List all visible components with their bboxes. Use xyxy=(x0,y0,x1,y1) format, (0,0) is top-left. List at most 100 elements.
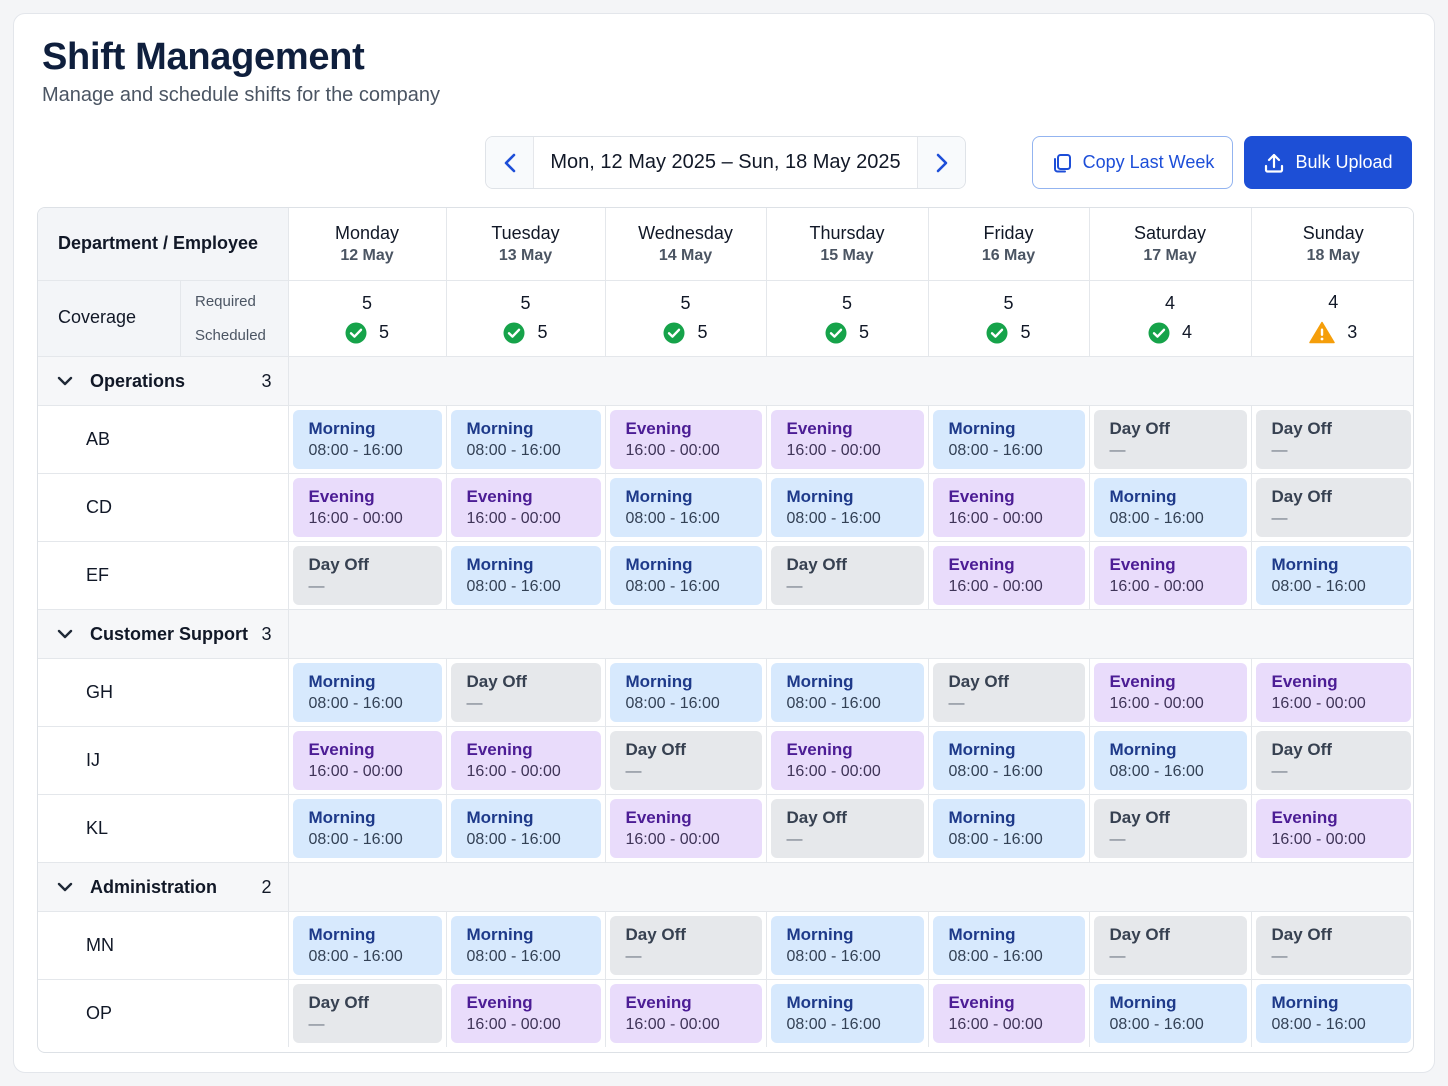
employee-name: MN xyxy=(38,910,289,980)
shift-label: Evening xyxy=(948,992,1015,1012)
shift-cell: Morning 08:00 - 16:00 xyxy=(604,540,767,610)
shift-time: 16:00 - 00:00 xyxy=(1109,577,1204,595)
shift-block-evening[interactable]: Evening 16:00 - 00:00 xyxy=(1093,545,1247,605)
department-count: 3 xyxy=(261,623,272,644)
shift-block-morning[interactable]: Morning 08:00 - 16:00 xyxy=(450,409,601,469)
employee-row: KL Morning 08:00 - 16:00 Morning 08:00 - 16:… xyxy=(38,793,1413,863)
chevron-down-icon[interactable] xyxy=(56,878,74,896)
department-row[interactable]: Customer Support 3 xyxy=(38,608,1413,659)
shift-cell: Morning 08:00 - 16:00 xyxy=(287,404,447,474)
shift-block-morning[interactable]: Morning 08:00 - 16:00 xyxy=(292,798,442,858)
shift-block-evening[interactable]: Evening 16:00 - 00:00 xyxy=(609,983,762,1043)
shift-cell: Evening 16:00 - 00:00 xyxy=(604,793,767,863)
previous-week-button[interactable] xyxy=(486,137,534,188)
department-cell[interactable]: Customer Support 3 xyxy=(38,608,289,659)
shift-block-morning[interactable]: Morning 08:00 - 16:00 xyxy=(609,477,762,537)
shift-block-morning[interactable]: Morning 08:00 - 16:00 xyxy=(292,915,442,975)
shift-block-evening[interactable]: Evening 16:00 - 00:00 xyxy=(450,730,601,790)
shift-time: 16:00 - 00:00 xyxy=(308,509,403,527)
shift-block-dayoff[interactable]: Day Off — xyxy=(292,545,442,605)
shift-block-morning[interactable]: Morning 08:00 - 16:00 xyxy=(1255,545,1411,605)
employee-row: GH Morning 08:00 - 16:00 Day Off — Morning 08:… xyxy=(38,657,1413,727)
shift-block-evening[interactable]: Evening 16:00 - 00:00 xyxy=(450,983,601,1043)
shift-management-card: Shift Management Manage and schedule shi… xyxy=(13,13,1435,1073)
shift-cell: Day Off — xyxy=(1250,910,1413,980)
shift-block-dayoff[interactable]: Day Off — xyxy=(1255,730,1411,790)
shift-block-morning[interactable]: Morning 08:00 - 16:00 xyxy=(1093,730,1247,790)
department-cell[interactable]: Operations 3 xyxy=(38,355,289,406)
shift-time: — xyxy=(308,1015,325,1033)
shift-block-morning[interactable]: Morning 08:00 - 16:00 xyxy=(1255,983,1411,1043)
shift-time: 16:00 - 00:00 xyxy=(466,762,561,780)
shift-time: 08:00 - 16:00 xyxy=(948,947,1043,965)
shift-block-morning[interactable]: Morning 08:00 - 16:00 xyxy=(609,545,762,605)
shift-block-dayoff[interactable]: Day Off — xyxy=(770,545,924,605)
scheduled-count: 5 xyxy=(697,322,708,342)
shift-time: 08:00 - 16:00 xyxy=(308,830,403,848)
next-week-button[interactable] xyxy=(917,137,965,188)
shift-block-morning[interactable]: Morning 08:00 - 16:00 xyxy=(770,983,924,1043)
shift-block-dayoff[interactable]: Day Off — xyxy=(609,730,762,790)
chevron-down-icon[interactable] xyxy=(56,372,74,390)
shift-label: Morning xyxy=(948,418,1016,438)
shift-block-evening[interactable]: Evening 16:00 - 00:00 xyxy=(932,545,1085,605)
department-employee-header: Department / Employee xyxy=(38,208,289,281)
shift-block-dayoff[interactable]: Day Off — xyxy=(1093,915,1247,975)
shift-block-dayoff[interactable]: Day Off — xyxy=(1255,477,1411,537)
shift-block-evening[interactable]: Evening 16:00 - 00:00 xyxy=(450,477,601,537)
day-date: 17 May xyxy=(1143,246,1197,264)
header-row: Department / Employee Monday 12 May Tuesday… xyxy=(38,208,1413,281)
shift-time: — xyxy=(1271,509,1288,527)
shift-block-evening[interactable]: Evening 16:00 - 00:00 xyxy=(1255,662,1411,722)
shift-block-dayoff[interactable]: Day Off — xyxy=(1255,409,1411,469)
department-row[interactable]: Administration 2 xyxy=(38,861,1413,912)
shift-label: Evening xyxy=(466,992,533,1012)
shift-label: Day Off xyxy=(1271,486,1332,506)
shift-block-evening[interactable]: Evening 16:00 - 00:00 xyxy=(292,477,442,537)
shift-block-dayoff[interactable]: Day Off — xyxy=(1093,798,1247,858)
shift-block-dayoff[interactable]: Day Off — xyxy=(770,798,924,858)
shift-block-evening[interactable]: Evening 16:00 - 00:00 xyxy=(932,983,1085,1043)
shift-time: 08:00 - 16:00 xyxy=(1271,577,1366,595)
shift-block-evening[interactable]: Evening 16:00 - 00:00 xyxy=(932,477,1085,537)
copy-last-week-button[interactable]: Copy Last Week xyxy=(1032,136,1233,189)
shift-block-evening[interactable]: Evening 16:00 - 00:00 xyxy=(770,730,924,790)
shift-block-morning[interactable]: Morning 08:00 - 16:00 xyxy=(932,730,1085,790)
shift-block-morning[interactable]: Morning 08:00 - 16:00 xyxy=(770,915,924,975)
shift-block-morning[interactable]: Morning 08:00 - 16:00 xyxy=(609,662,762,722)
shift-block-morning[interactable]: Morning 08:00 - 16:00 xyxy=(1093,983,1247,1043)
shift-block-dayoff[interactable]: Day Off — xyxy=(1255,915,1411,975)
chevron-down-icon[interactable] xyxy=(56,625,74,643)
shift-block-morning[interactable]: Morning 08:00 - 16:00 xyxy=(770,477,924,537)
shift-block-morning[interactable]: Morning 08:00 - 16:00 xyxy=(450,915,601,975)
shift-block-evening[interactable]: Evening 16:00 - 00:00 xyxy=(609,798,762,858)
day-date: 15 May xyxy=(820,246,874,264)
shift-block-morning[interactable]: Morning 08:00 - 16:00 xyxy=(292,409,442,469)
shift-block-dayoff[interactable]: Day Off — xyxy=(609,915,762,975)
shift-block-evening[interactable]: Evening 16:00 - 00:00 xyxy=(770,409,924,469)
shift-block-dayoff[interactable]: Day Off — xyxy=(932,662,1085,722)
shift-block-morning[interactable]: Morning 08:00 - 16:00 xyxy=(1093,477,1247,537)
bulk-upload-button[interactable]: Bulk Upload xyxy=(1244,136,1412,189)
shift-block-morning[interactable]: Morning 08:00 - 16:00 xyxy=(450,798,601,858)
shift-block-evening[interactable]: Evening 16:00 - 00:00 xyxy=(1093,662,1247,722)
department-row[interactable]: Operations 3 xyxy=(38,355,1413,406)
scheduled-count: 4 xyxy=(1181,322,1192,342)
shift-block-morning[interactable]: Morning 08:00 - 16:00 xyxy=(292,662,442,722)
shift-cell: Day Off — xyxy=(287,978,447,1047)
shift-block-morning[interactable]: Morning 08:00 - 16:00 xyxy=(932,915,1085,975)
shift-block-dayoff[interactable]: Day Off — xyxy=(292,983,442,1043)
shift-block-morning[interactable]: Morning 08:00 - 16:00 xyxy=(932,798,1085,858)
shift-block-dayoff[interactable]: Day Off — xyxy=(1093,409,1247,469)
shift-block-evening[interactable]: Evening 16:00 - 00:00 xyxy=(609,409,762,469)
shift-block-morning[interactable]: Morning 08:00 - 16:00 xyxy=(932,409,1085,469)
shift-block-evening[interactable]: Evening 16:00 - 00:00 xyxy=(292,730,442,790)
shift-block-morning[interactable]: Morning 08:00 - 16:00 xyxy=(770,662,924,722)
shift-block-dayoff[interactable]: Day Off — xyxy=(450,662,601,722)
shift-block-morning[interactable]: Morning 08:00 - 16:00 xyxy=(450,545,601,605)
department-cell[interactable]: Administration 2 xyxy=(38,861,289,912)
shift-block-evening[interactable]: Evening 16:00 - 00:00 xyxy=(1255,798,1411,858)
shift-label: Morning xyxy=(1271,554,1339,574)
shift-label: Evening xyxy=(1109,554,1176,574)
